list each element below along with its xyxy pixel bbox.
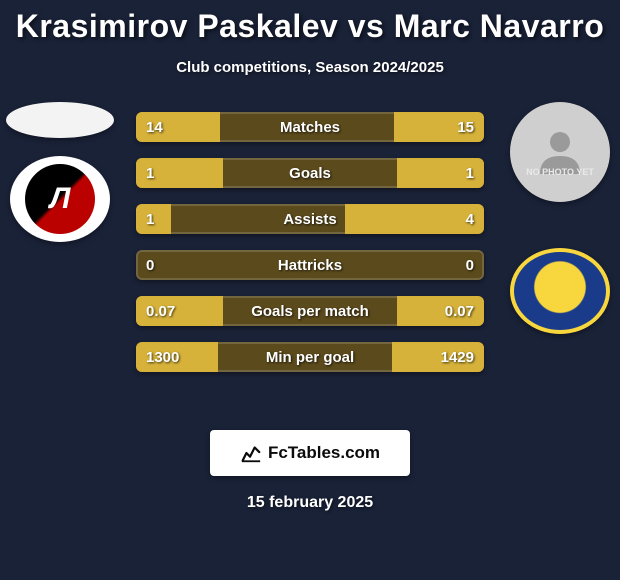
stat-bar-label: Assists xyxy=(136,204,484,234)
stat-bar-right-value: 15 xyxy=(457,112,474,142)
page-title: Krasimirov Paskalev vs Marc Navarro xyxy=(0,8,620,45)
stat-bar-left-value: 14 xyxy=(146,112,163,142)
stat-bar-label: Goals per match xyxy=(136,296,484,326)
stat-bar: Goals per match0.07 0.07 xyxy=(136,296,484,326)
left-club-badge: Л xyxy=(10,156,110,242)
comparison-card: Krasimirov Paskalev vs Marc Navarro Club… xyxy=(0,0,620,580)
left-player-photo-placeholder xyxy=(6,102,114,138)
stat-bar-right-value: 1 xyxy=(466,158,474,188)
stat-bar-right-value: 0 xyxy=(466,250,474,280)
stat-bar-right-value: 0.07 xyxy=(445,296,474,326)
right-club-badge xyxy=(510,248,610,334)
stat-bar: Goals1 1 xyxy=(136,158,484,188)
stat-bar-left-value: 1 xyxy=(146,204,154,234)
stat-bar-label: Hattricks xyxy=(136,250,484,280)
stat-bar: Min per goal1300 1429 xyxy=(136,342,484,372)
right-player-column: NO PHOTO YET xyxy=(500,102,620,334)
generated-date: 15 february 2025 xyxy=(0,494,620,512)
stat-bar-left-value: 1 xyxy=(146,158,154,188)
brand-badge[interactable]: FcTables.com xyxy=(210,430,410,476)
right-player-photo-placeholder: NO PHOTO YET xyxy=(510,102,610,202)
stat-bar-right-value: 4 xyxy=(466,204,474,234)
stat-bar: Assists1 4 xyxy=(136,204,484,234)
stat-bar-label: Matches xyxy=(136,112,484,142)
brand-text: FcTables.com xyxy=(268,443,380,463)
stat-bar: Matches14 15 xyxy=(136,112,484,142)
subtitle: Club competitions, Season 2024/2025 xyxy=(0,59,620,76)
stat-bar: Hattricks0 0 xyxy=(136,250,484,280)
stat-bar-label: Goals xyxy=(136,158,484,188)
stat-bar-right-value: 1429 xyxy=(441,342,474,372)
stat-bar-left-value: 0 xyxy=(146,250,154,280)
no-photo-label: NO PHOTO YET xyxy=(526,168,594,177)
stat-bar-label: Min per goal xyxy=(136,342,484,372)
stat-bars: Matches1415Goals11Assists14Hattricks00Go… xyxy=(136,112,484,372)
stat-bar-left-value: 1300 xyxy=(146,342,179,372)
left-player-column: Л xyxy=(0,102,120,242)
stats-area: Л NO PHOTO YET Matches1415Goals11Assists… xyxy=(0,112,620,402)
stats-icon xyxy=(240,442,262,464)
left-club-initial: Л xyxy=(25,164,95,234)
stat-bar-left-value: 0.07 xyxy=(146,296,175,326)
